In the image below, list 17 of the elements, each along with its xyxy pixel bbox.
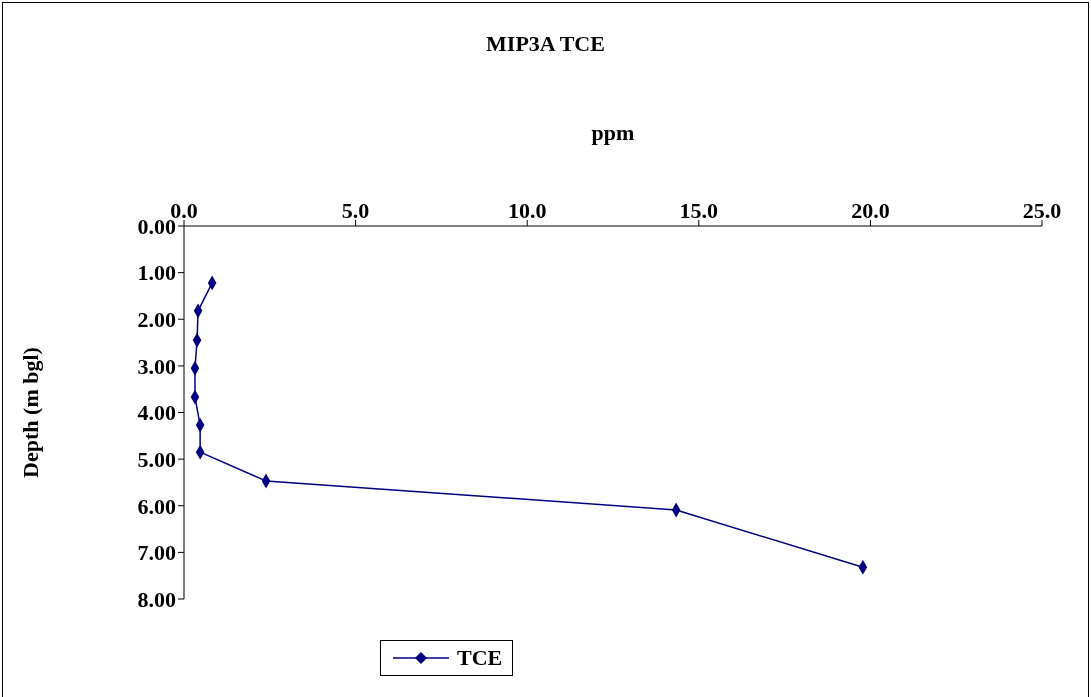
x-tick-label: 20.0 — [851, 198, 890, 223]
chart-title: MIP3A TCE — [485, 31, 606, 57]
y-tick-label: 4.00 — [137, 400, 176, 426]
y-tick-label: 1.00 — [137, 260, 176, 286]
x-tick-label: 10.0 — [507, 198, 547, 223]
x-tick-label: 25.0 — [1022, 198, 1062, 223]
x-tick-label: 5.0 — [341, 198, 370, 223]
y-tick-label: 8.00 — [137, 586, 176, 612]
x-tick-label: 15.0 — [679, 198, 719, 223]
y-tick-label: 3.00 — [137, 353, 176, 379]
legend-label: TCE — [457, 645, 503, 671]
y-tick-label: 6.00 — [137, 493, 176, 519]
x-axis-title: ppm — [590, 120, 636, 146]
y-tick-label: 7.00 — [137, 540, 176, 566]
y-tick-label: 5.00 — [137, 446, 176, 472]
y-axis-title: Depth (m bgl) — [17, 347, 43, 478]
y-tick-label: 2.00 — [137, 307, 176, 333]
